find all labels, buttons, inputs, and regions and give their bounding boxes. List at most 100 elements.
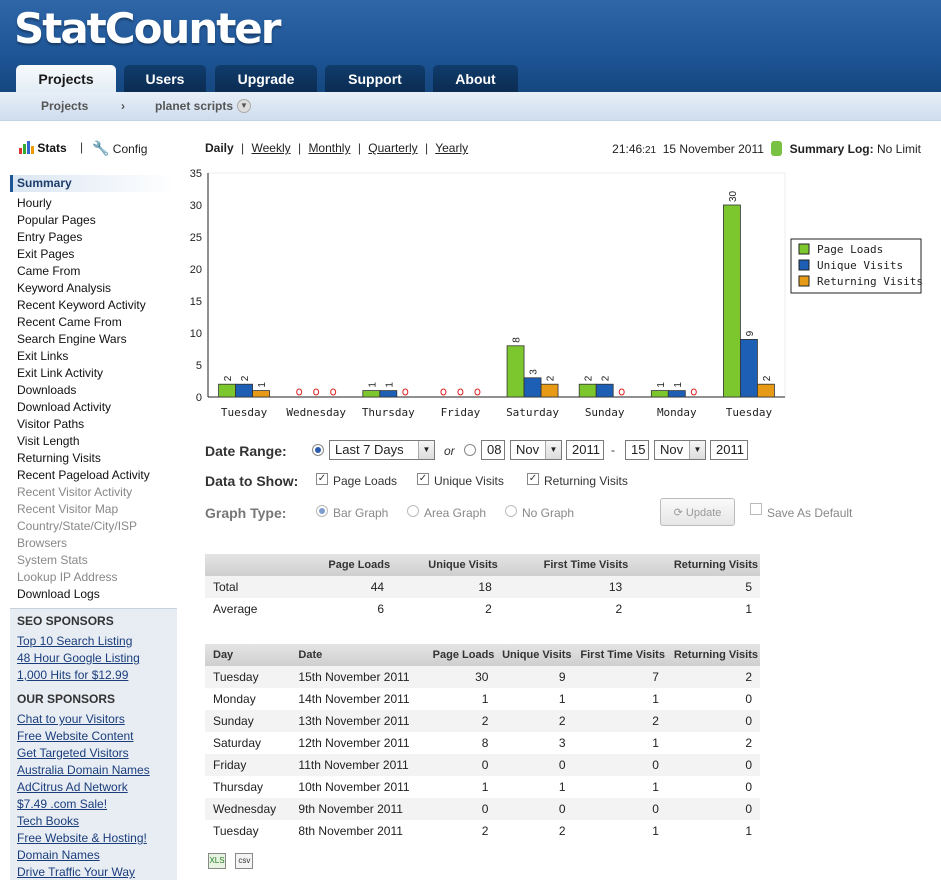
x-tick-label: Friday bbox=[441, 406, 481, 419]
sidebar-item-visit-length[interactable]: Visit Length bbox=[17, 434, 80, 448]
bar-graph-radio[interactable] bbox=[316, 505, 328, 517]
summary-log-label: Summary Log: bbox=[789, 142, 874, 156]
breadcrumb-projects[interactable]: Projects bbox=[41, 99, 89, 113]
y-tick-label: 5 bbox=[196, 360, 202, 372]
table-cell: 7 bbox=[573, 666, 667, 688]
sidebar-item-hourly[interactable]: Hourly bbox=[17, 196, 52, 210]
period-yearly[interactable]: Yearly bbox=[435, 141, 469, 155]
sponsor-link[interactable]: $7.49 .com Sale! bbox=[17, 797, 108, 811]
table-cell: 3 bbox=[496, 732, 574, 754]
tab-upgrade[interactable]: Upgrade bbox=[215, 65, 317, 92]
sidebar-item-search-engine-wars[interactable]: Search Engine Wars bbox=[17, 332, 127, 346]
y-tick-label: 20 bbox=[190, 264, 202, 276]
sidebar-item-returning-visits[interactable]: Returning Visits bbox=[17, 451, 101, 465]
legend-label: Page Loads bbox=[817, 243, 883, 256]
sidebar-item-popular-pages[interactable]: Popular Pages bbox=[17, 213, 96, 227]
tab-projects[interactable]: Projects bbox=[16, 65, 116, 92]
sidebar-item-summary[interactable]: Summary bbox=[10, 175, 175, 192]
save-default-label: Save As Default bbox=[767, 506, 853, 520]
sidebar-item-exit-link-activity[interactable]: Exit Link Activity bbox=[17, 366, 104, 380]
from-month-select[interactable]: Nov ▼ bbox=[510, 440, 562, 460]
period-monthly[interactable]: Monthly bbox=[308, 141, 351, 155]
sponsor-link[interactable]: Top 10 Search Listing bbox=[17, 634, 133, 648]
sidebar-item-entry-pages[interactable]: Entry Pages bbox=[17, 230, 83, 244]
sponsor-link[interactable]: Domain Names bbox=[17, 848, 100, 862]
from-year-field[interactable]: 2011 bbox=[566, 440, 604, 460]
sidebar-item-visitor-paths[interactable]: Visitor Paths bbox=[17, 417, 85, 431]
sponsor-link[interactable]: Australia Domain Names bbox=[17, 763, 150, 777]
sponsor-link[interactable]: Tech Books bbox=[17, 814, 80, 828]
table-cell: 0 bbox=[666, 754, 760, 776]
sidebar-item-exit-pages[interactable]: Exit Pages bbox=[17, 247, 75, 261]
range-preset-radio[interactable] bbox=[312, 444, 324, 456]
csv-export-icon[interactable]: csv bbox=[235, 853, 254, 869]
sidebar-item-download-activity[interactable]: Download Activity bbox=[17, 400, 112, 414]
to-year-field[interactable]: 2011 bbox=[710, 440, 748, 460]
bar-chart-icon bbox=[19, 141, 34, 154]
sidebar-item-exit-links[interactable]: Exit Links bbox=[17, 349, 69, 363]
page-loads-checkbox[interactable]: ✓ bbox=[316, 473, 328, 485]
table-cell: Average bbox=[205, 598, 297, 620]
column-header: Returning Visits bbox=[630, 554, 760, 576]
sponsor-link[interactable]: Free Website & Hosting! bbox=[17, 831, 147, 845]
bar bbox=[252, 390, 270, 398]
area-graph-radio[interactable] bbox=[407, 505, 419, 517]
table-cell: 14th November 2011 bbox=[290, 688, 428, 710]
table-cell: 11th November 2011 bbox=[290, 754, 428, 776]
tab-users[interactable]: Users bbox=[124, 65, 206, 92]
log-status-icon bbox=[771, 141, 783, 156]
chevron-down-icon: ▼ bbox=[545, 441, 561, 459]
period-quarterly[interactable]: Quarterly bbox=[368, 141, 418, 155]
table-cell: 1 bbox=[630, 598, 760, 620]
period-daily[interactable]: Daily bbox=[205, 141, 234, 155]
sponsor-link[interactable]: Get Targeted Visitors bbox=[17, 746, 129, 760]
table-cell: 1 bbox=[427, 688, 497, 710]
sponsor-link[interactable]: Drive Traffic Your Way bbox=[17, 865, 136, 879]
statcounter-logo[interactable]: StatCounter bbox=[14, 4, 281, 53]
summary-log-value[interactable]: No Limit bbox=[876, 142, 921, 156]
sponsor-link[interactable]: 48 Hour Google Listing bbox=[17, 651, 140, 665]
from-day-field[interactable]: 08 bbox=[481, 440, 505, 460]
sidebar-item-recent-keyword-activity[interactable]: Recent Keyword Activity bbox=[17, 298, 146, 312]
or-label: or bbox=[444, 444, 455, 458]
table-cell: Tuesday bbox=[205, 666, 291, 688]
tab-support[interactable]: Support bbox=[325, 65, 425, 92]
returning-visits-checkbox[interactable]: ✓ bbox=[527, 473, 539, 485]
sponsor-link[interactable]: Free Website Content bbox=[17, 729, 134, 743]
table-row: Saturday 12th November 2011 8 3 1 2 bbox=[205, 732, 760, 754]
clock-bar: 21:46:21 15 November 2011 Summary Log: N… bbox=[612, 141, 921, 156]
no-graph-radio[interactable] bbox=[505, 505, 517, 517]
update-button[interactable]: ⟳ Update bbox=[660, 498, 735, 526]
excel-export-icon[interactable]: XLS bbox=[208, 853, 226, 869]
stats-link[interactable]: Stats bbox=[18, 140, 67, 155]
sidebar-item-recent-came-from[interactable]: Recent Came From bbox=[17, 315, 122, 329]
sponsor-link[interactable]: 1,000 Hits for $12.99 bbox=[17, 668, 129, 682]
period-weekly[interactable]: Weekly bbox=[251, 141, 291, 155]
unique-visits-checkbox[interactable]: ✓ bbox=[417, 473, 429, 485]
column-header: First Time Visits bbox=[499, 554, 631, 576]
table-row: Wednesday 9th November 2011 0 0 0 0 bbox=[205, 798, 760, 820]
period-selector: Daily | Weekly | Monthly | Quarterly | Y… bbox=[205, 141, 469, 155]
save-default-checkbox[interactable] bbox=[750, 503, 762, 515]
sidebar-item-recent-visitor-map: Recent Visitor Map bbox=[17, 502, 119, 516]
to-day-field[interactable]: 15 bbox=[625, 440, 649, 460]
range-custom-radio[interactable] bbox=[464, 444, 476, 456]
sidebar-item-downloads[interactable]: Downloads bbox=[17, 383, 77, 397]
sponsor-link[interactable]: Chat to your Visitors bbox=[17, 712, 125, 726]
table-cell: 1 bbox=[573, 776, 667, 798]
tab-about[interactable]: About bbox=[433, 65, 518, 92]
sidebar-item-download-logs[interactable]: Download Logs bbox=[17, 587, 100, 601]
table-cell: 1 bbox=[427, 776, 497, 798]
to-month-select[interactable]: Nov ▼ bbox=[654, 440, 706, 460]
export-bar: XLS csv bbox=[208, 852, 259, 869]
range-preset-select[interactable]: Last 7 Days ▼ bbox=[329, 440, 435, 460]
breadcrumb: Projects › planet scripts bbox=[0, 92, 941, 121]
table-cell: 0 bbox=[427, 754, 497, 776]
sidebar-item-recent-pageload-activity[interactable]: Recent Pageload Activity bbox=[17, 468, 150, 482]
sidebar-item-came-from[interactable]: Came From bbox=[17, 264, 81, 278]
sponsor-link[interactable]: AdCitrus Ad Network bbox=[17, 780, 128, 794]
chevron-down-icon[interactable]: ▼ bbox=[237, 99, 251, 113]
config-link[interactable]: 🔧 Config bbox=[92, 140, 147, 157]
sidebar-item-keyword-analysis[interactable]: Keyword Analysis bbox=[17, 281, 112, 295]
breadcrumb-project[interactable]: planet scripts bbox=[155, 99, 234, 113]
